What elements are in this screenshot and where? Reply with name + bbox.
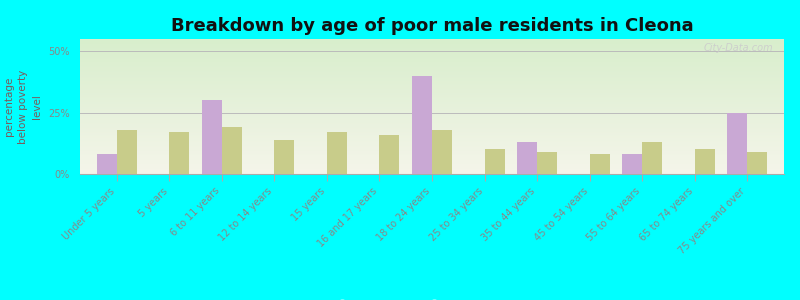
Bar: [694, 149, 714, 174]
Bar: [590, 154, 610, 174]
Bar: [642, 142, 662, 174]
Y-axis label: percentage
below poverty
level: percentage below poverty level: [5, 69, 42, 144]
Title: Breakdown by age of poor male residents in Cleona: Breakdown by age of poor male residents …: [170, 17, 694, 35]
Bar: [747, 152, 767, 174]
Bar: [222, 128, 242, 174]
Bar: [727, 112, 747, 174]
Bar: [517, 142, 537, 174]
Bar: [274, 140, 294, 174]
Bar: [537, 152, 557, 174]
Legend: Cleona, Pennsylvania: Cleona, Pennsylvania: [325, 295, 539, 300]
Bar: [412, 76, 432, 174]
Bar: [485, 149, 505, 174]
Bar: [117, 130, 137, 174]
Bar: [327, 132, 347, 174]
Text: City-Data.com: City-Data.com: [704, 43, 774, 53]
Bar: [170, 132, 190, 174]
Bar: [432, 130, 452, 174]
Bar: [202, 100, 222, 174]
Bar: [379, 135, 399, 174]
Bar: [97, 154, 117, 174]
Bar: [622, 154, 642, 174]
